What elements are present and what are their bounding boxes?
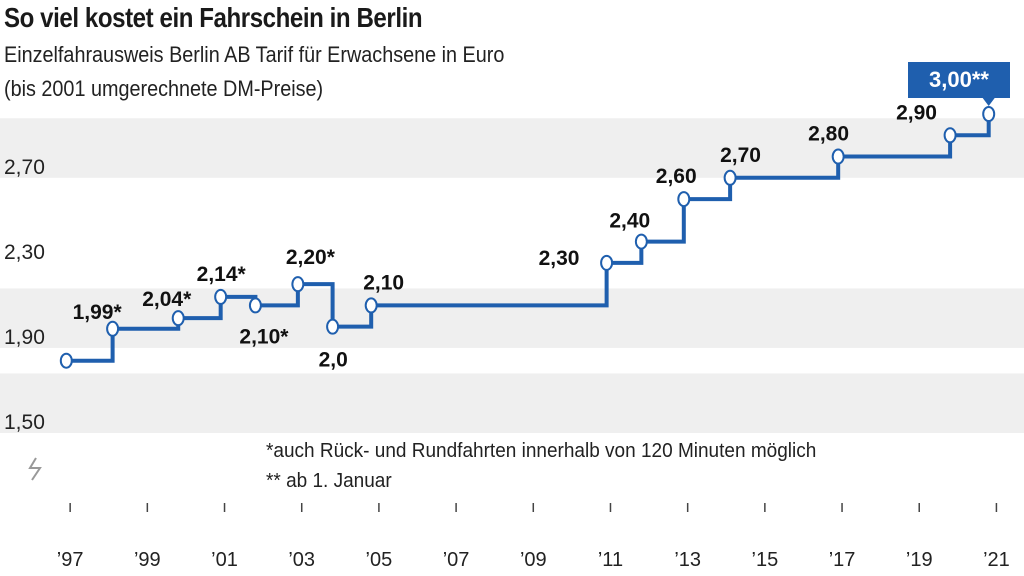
- background-band: [0, 288, 1024, 348]
- data-point-marker: [723, 169, 737, 186]
- footnote-double: ** ab 1. Januar: [266, 470, 392, 492]
- data-label: 2,0: [319, 349, 348, 372]
- x-tick-label: ’07: [443, 549, 470, 571]
- data-point-marker: [600, 254, 614, 271]
- x-tick-label: ’11: [598, 549, 623, 571]
- callout-pointer: [982, 98, 995, 106]
- x-tick-label: ’21: [983, 549, 1010, 571]
- data-point-marker: [106, 320, 120, 337]
- chart-subtitle: Einzelfahrausweis Berlin AB Tarif für Er…: [4, 42, 505, 67]
- data-label: 2,40: [609, 210, 650, 233]
- data-point-marker: [677, 191, 691, 208]
- y-tick-label: 1,90: [4, 326, 45, 349]
- x-tick-label: ’13: [674, 549, 701, 571]
- x-tick-label: ’15: [752, 549, 779, 571]
- data-point-marker: [364, 297, 378, 314]
- y-tick-label: 2,70: [4, 156, 45, 179]
- data-label: 2,04*: [142, 288, 192, 311]
- x-tick-label: ’01: [211, 549, 238, 571]
- data-label: 2,70: [720, 144, 761, 167]
- latest-price-callout: 3,00**: [908, 62, 1010, 98]
- data-label: 2,90: [896, 101, 937, 124]
- data-point-marker: [291, 276, 305, 293]
- y-tick-label: 1,50: [4, 411, 45, 434]
- data-label: 2,30: [539, 247, 580, 270]
- data-point-marker: [214, 288, 228, 305]
- data-point-marker: [982, 106, 996, 122]
- data-label: 2,60: [656, 165, 697, 188]
- data-label: 2,14*: [197, 263, 247, 286]
- data-label: 2,20*: [286, 246, 336, 269]
- data-point-marker: [326, 318, 340, 335]
- background-band: [0, 118, 1024, 178]
- data-point-marker: [171, 310, 185, 327]
- footnote-single: *auch Rück- und Rundfahrten innerhalb vo…: [266, 440, 817, 462]
- data-label: 2,10*: [239, 325, 289, 348]
- data-point-marker: [59, 352, 73, 369]
- background-band: [0, 373, 1024, 433]
- data-point-marker: [943, 127, 957, 144]
- data-point-marker: [634, 233, 648, 250]
- x-tick-label: ’05: [366, 549, 393, 571]
- data-point-marker: [831, 148, 845, 165]
- chart-subtitle-note: (bis 2001 umgerechnete DM-Preise): [4, 76, 324, 101]
- y-tick-label: 2,30: [4, 241, 45, 264]
- x-tick-label: ’17: [829, 549, 856, 571]
- x-tick-label: ’19: [906, 549, 933, 571]
- data-point-marker: [248, 297, 262, 314]
- x-tick-label: ’99: [134, 549, 161, 571]
- data-label: 2,10: [363, 271, 404, 294]
- x-tick-label: ’09: [520, 549, 547, 571]
- data-label: 2,80: [808, 123, 849, 146]
- x-tick-label: ’97: [57, 549, 84, 571]
- data-label: 1,99*: [73, 301, 123, 324]
- x-tick-label: ’03: [288, 549, 315, 571]
- chart-title: So viel kostet ein Fahrschein in Berlin: [4, 2, 423, 33]
- axis-break-icon: [28, 457, 42, 481]
